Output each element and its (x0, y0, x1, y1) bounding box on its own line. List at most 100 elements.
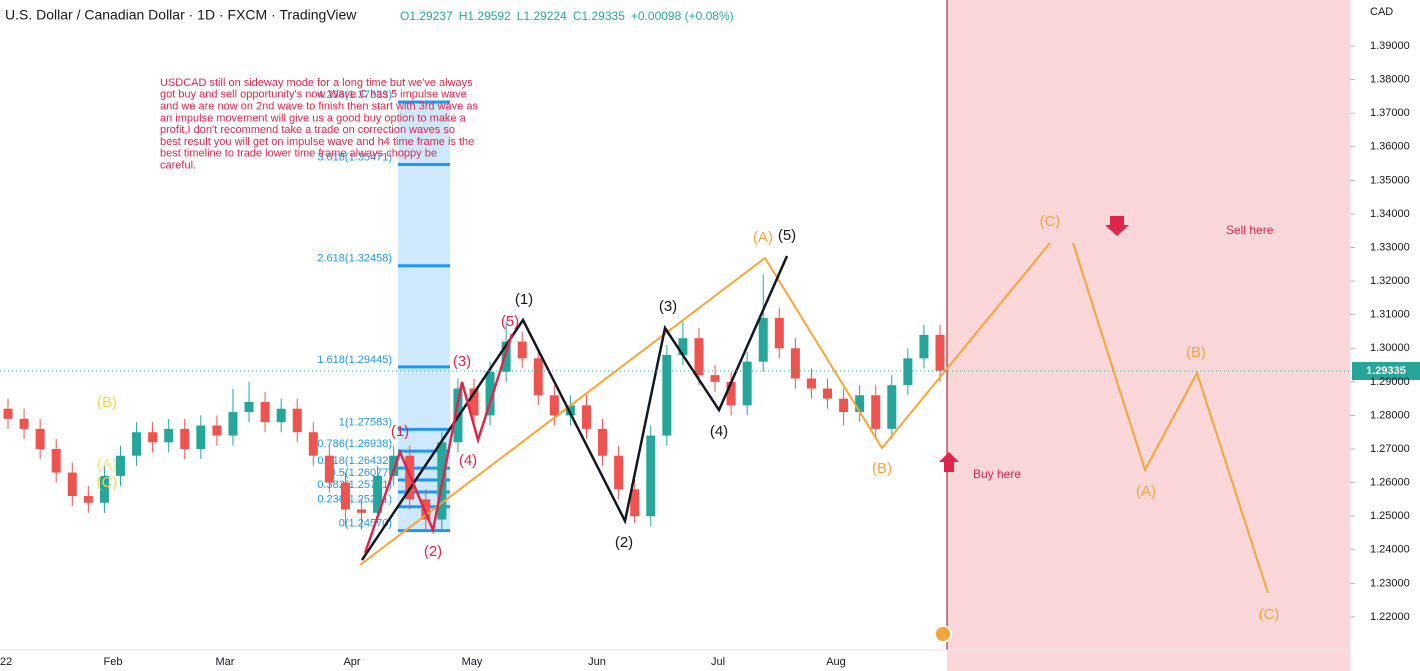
candles (3, 274, 945, 530)
y-tick-label: 1.34000 (1370, 208, 1410, 220)
wave-label: (2) (424, 543, 442, 560)
y-tick-label: 1.29000 (1370, 376, 1410, 388)
sell-arrow (1105, 216, 1129, 236)
x-tick-label: Jun (588, 656, 606, 668)
x-tick-label: Jul (711, 656, 725, 668)
last-price-box (1352, 362, 1420, 380)
wave-label: (5) (778, 227, 796, 244)
wave-label: (3) (659, 298, 677, 315)
candle-body (806, 378, 816, 389)
ohlc-value: H1.29592 (459, 9, 511, 23)
candle-body (774, 318, 784, 349)
candle-body (565, 405, 575, 416)
candle-body (903, 358, 913, 386)
y-tick-label: 1.35000 (1370, 174, 1410, 186)
wave-label: (5) (501, 313, 519, 330)
x-tick-label: Apr (343, 656, 360, 668)
candle-body (598, 428, 608, 456)
note-line: got buy and sell opportunity's now Wave … (160, 89, 467, 101)
x-tick-label: May (462, 656, 483, 668)
y-tick-label: 1.30000 (1370, 342, 1410, 354)
candle-body (533, 358, 543, 396)
candle-body (758, 318, 768, 362)
wave-label: (B) (1186, 344, 1206, 361)
y-tick-label: 1.33000 (1370, 241, 1410, 253)
candle-body (19, 418, 29, 429)
note-line: profit,I don't recommend take a trade on… (160, 124, 455, 136)
candle-body (83, 496, 93, 503)
candle-body (67, 472, 77, 497)
candle-body (340, 482, 350, 510)
y-tick-label: 1.36000 (1370, 141, 1410, 153)
fib-label: 3.618(1.35471) (317, 151, 392, 163)
fib-label: 4.236(1.37333) (317, 89, 392, 101)
candle-body (308, 432, 318, 456)
candle-body (3, 408, 13, 419)
candle-body (35, 428, 45, 450)
projection-zone (947, 0, 1350, 671)
wave-label: (1) (391, 423, 409, 440)
candle-body (501, 341, 511, 372)
candle-body (581, 405, 591, 429)
y-tick-label: 1.39000 (1370, 40, 1410, 52)
candle-body (935, 334, 945, 371)
candle-body (469, 388, 479, 416)
candle-body (630, 489, 640, 517)
candle-body (919, 334, 929, 359)
y-tick-label: 1.26000 (1370, 477, 1410, 489)
candle-body (790, 348, 800, 379)
wave-label: (B) (97, 394, 117, 411)
candle-body (389, 455, 399, 476)
candle-body (196, 425, 206, 450)
wave-label: (2) (615, 534, 633, 551)
candle-body (357, 509, 367, 513)
chart-title: U.S. Dollar / Canadian Dollar · 1D · FXC… (5, 7, 357, 23)
candle-body (662, 354, 672, 436)
last-price-label: 1.29335 (1366, 365, 1406, 377)
y-tick-label: 1.32000 (1370, 275, 1410, 287)
candle-body (51, 449, 61, 473)
y-tick-label: 1.24000 (1370, 544, 1410, 556)
wave-label: (A) (97, 456, 117, 473)
fib-label: 1(1.27583) (339, 416, 392, 428)
x-tick-label: 22 (0, 656, 12, 668)
sell-label: Sell here (1226, 223, 1274, 237)
candle-body (871, 395, 881, 429)
wave-label: (3) (453, 353, 471, 370)
candle-body (132, 432, 142, 456)
wave-label: (C) (1259, 606, 1280, 623)
candle-body (260, 401, 270, 423)
candle-body (517, 341, 527, 359)
y-tick-label: 1.23000 (1370, 577, 1410, 589)
candle-body (115, 455, 125, 476)
wave-label: (1) (515, 291, 533, 308)
currency-label: CAD (1370, 6, 1393, 18)
candle-body (373, 475, 383, 513)
y-tick-label: 1.38000 (1370, 73, 1410, 85)
fib-label: 0.618(1.26432) (317, 455, 392, 467)
candle-body (180, 428, 190, 450)
ohlc-value: L1.29224 (517, 9, 567, 23)
wave-label: (C) (1040, 213, 1061, 230)
fib-label: 0(1.24570) (339, 518, 392, 530)
wave-label: (B) (872, 460, 892, 477)
note-line: careful. (160, 160, 196, 172)
candle-body (678, 338, 688, 355)
candle-body (694, 338, 704, 376)
candle-body (823, 388, 833, 399)
fib-label: 1.618(1.29445) (317, 354, 392, 366)
candle-body (855, 395, 865, 413)
orange-projection (1072, 242, 1269, 594)
candle-body (244, 401, 254, 413)
wave-label: (4) (459, 452, 477, 469)
note-line: best result you will get on impulse wave… (160, 136, 474, 148)
candle-body (228, 412, 238, 436)
note-line: best timeline to trade lower time frame … (160, 148, 437, 160)
candle-body (276, 408, 286, 423)
wave-label: (A) (753, 229, 773, 246)
y-tick-label: 1.22000 (1370, 611, 1410, 623)
red-wave (363, 333, 514, 554)
event-icon (934, 625, 952, 643)
y-tick-label: 1.25000 (1370, 510, 1410, 522)
note-line: USDCAD still on sideway mode for a long … (160, 77, 473, 89)
